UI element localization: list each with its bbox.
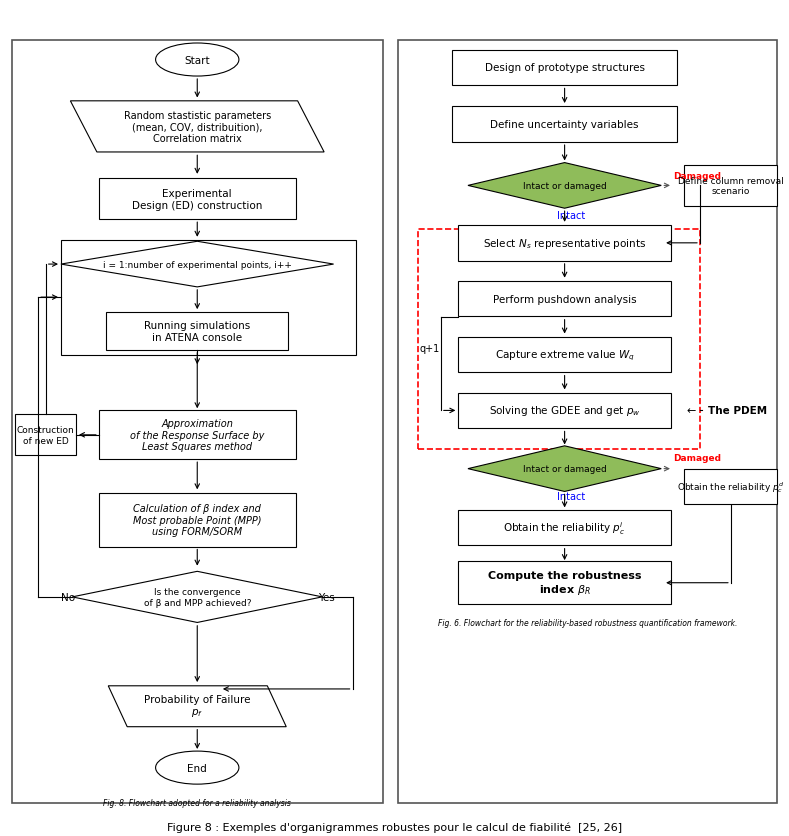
FancyBboxPatch shape [99,493,296,547]
Text: Define uncertainty variables: Define uncertainty variables [490,120,639,130]
Text: Solving the GDEE and get $p_w$: Solving the GDEE and get $p_w$ [488,404,641,418]
Text: Capture extreme value $W_q$: Capture extreme value $W_q$ [495,348,634,362]
Text: Intact or damaged: Intact or damaged [523,181,607,191]
Text: No: No [62,592,76,602]
Text: Intact: Intact [557,492,585,502]
Text: Yes: Yes [318,592,335,602]
FancyBboxPatch shape [99,179,296,220]
Text: Figure 8 : Exemples d'organigrammes robustes pour le calcul de fiabilité  [25, 2: Figure 8 : Exemples d'organigrammes robu… [167,821,622,832]
Text: Damaged: Damaged [673,454,721,462]
Text: Start: Start [185,55,210,65]
FancyBboxPatch shape [458,393,671,429]
Text: Fig. 6. Flowchart for the reliability-based robustness quantification framework.: Fig. 6. Flowchart for the reliability-ba… [438,619,738,627]
FancyBboxPatch shape [458,562,671,604]
Text: Construction
of new ED: Construction of new ED [17,426,75,445]
Text: Compute the robustness
index $\beta_R$: Compute the robustness index $\beta_R$ [488,570,641,596]
Polygon shape [468,446,661,492]
FancyBboxPatch shape [684,470,777,505]
Ellipse shape [155,44,239,77]
Text: Define column removal
scenario: Define column removal scenario [678,176,783,196]
Text: Probability of Failure
$p_f$: Probability of Failure $p_f$ [144,695,250,718]
Text: Running simulations
in ATENA console: Running simulations in ATENA console [144,321,250,343]
Text: Experimental
Design (ED) construction: Experimental Design (ED) construction [132,189,263,211]
FancyBboxPatch shape [99,411,296,460]
Text: Approximation
of the Response Surface by
Least Squares method: Approximation of the Response Surface by… [130,419,264,452]
FancyBboxPatch shape [458,338,671,373]
Polygon shape [61,242,334,288]
FancyBboxPatch shape [458,282,671,317]
FancyBboxPatch shape [458,510,671,546]
Polygon shape [73,572,322,623]
FancyBboxPatch shape [684,166,777,206]
Text: q+1: q+1 [419,344,439,354]
Text: Damaged: Damaged [673,171,721,181]
Text: Obtain the reliability $p_c^i$: Obtain the reliability $p_c^i$ [503,520,626,537]
Text: End: End [187,762,208,772]
Text: Design of prototype structures: Design of prototype structures [484,64,645,74]
Text: Intact: Intact [557,211,585,220]
Ellipse shape [155,752,239,784]
FancyBboxPatch shape [453,51,677,86]
Text: Fig. 8. Flowchart adopted for a reliability analysis: Fig. 8. Flowchart adopted for a reliabil… [103,798,291,807]
Text: i = 1:number of experimental points, i++: i = 1:number of experimental points, i++ [103,260,292,269]
Text: ←: ← [687,406,704,416]
FancyBboxPatch shape [16,415,76,456]
Text: Obtain the reliability $p_c^d$: Obtain the reliability $p_c^d$ [677,480,784,495]
Text: Random stastistic parameters
(mean, COV, distribuition),
Correlation matrix: Random stastistic parameters (mean, COV,… [124,110,271,144]
Text: Perform pushdown analysis: Perform pushdown analysis [493,294,637,304]
Text: The PDEM: The PDEM [708,406,767,416]
FancyBboxPatch shape [107,313,288,350]
Polygon shape [108,686,286,726]
Text: Intact or damaged: Intact or damaged [523,465,607,473]
Text: Is the convergence
of β and MPP achieved?: Is the convergence of β and MPP achieved… [144,588,251,607]
Text: Calculation of β index and
Most probable Point (MPP)
using FORM/SORM: Calculation of β index and Most probable… [133,503,261,537]
FancyBboxPatch shape [458,226,671,261]
Text: Select $N_s$ representative points: Select $N_s$ representative points [483,237,646,251]
Polygon shape [70,102,324,153]
FancyBboxPatch shape [453,107,677,143]
Polygon shape [468,163,661,209]
